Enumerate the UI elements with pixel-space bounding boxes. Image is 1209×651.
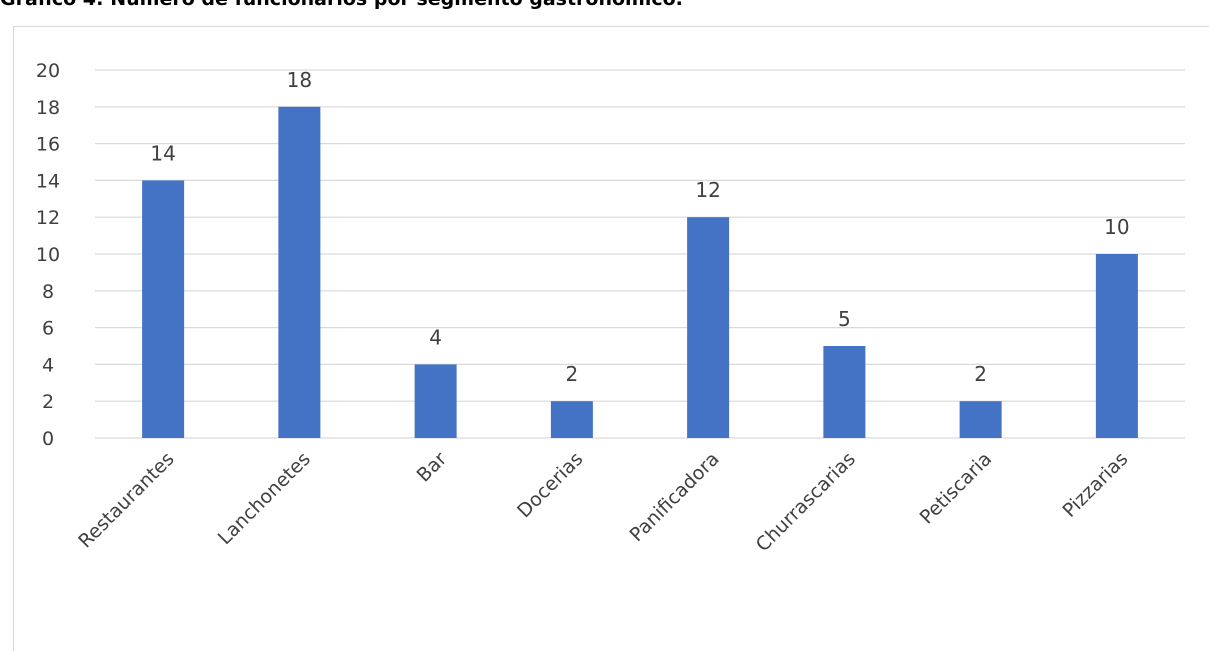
category-label: Pizzarias (1058, 448, 1132, 522)
bar-restaurantes (142, 180, 185, 438)
data-labels: 14 18 4 2 12 5 2 10 (150, 68, 1129, 386)
data-label: 14 (150, 141, 175, 165)
category-label: Panificadora (626, 448, 724, 546)
category-label: Lanchonetes (214, 448, 315, 549)
bar-lanchonetes (278, 106, 321, 439)
category-label: Restaurantes (74, 448, 178, 552)
y-tick-label: 12 (36, 207, 60, 229)
bar-pizzarias (1095, 254, 1138, 438)
y-tick-label: 4 (42, 354, 54, 376)
category-label: Petiscaria (916, 448, 997, 529)
bars (142, 106, 1138, 439)
data-label: 5 (838, 307, 851, 331)
y-tick-label: 8 (42, 281, 54, 303)
chart-frame (13, 26, 1209, 651)
gridlines (95, 69, 1185, 439)
y-tick-label: 2 (42, 391, 54, 413)
data-label: 12 (695, 178, 720, 202)
y-tick-label: 20 (36, 60, 60, 82)
bar-bar (414, 364, 457, 438)
data-label: 4 (429, 325, 442, 349)
data-label: 18 (287, 68, 312, 92)
y-axis-ticks: 0 2 4 6 8 10 12 14 16 18 20 (36, 60, 60, 450)
data-label: 10 (1104, 215, 1129, 239)
data-label: 2 (566, 362, 579, 386)
bar-petiscaria (959, 401, 1002, 438)
y-tick-label: 6 (42, 318, 54, 340)
y-tick-label: 18 (36, 97, 60, 119)
bar-docerias (550, 401, 593, 438)
y-tick-label: 10 (36, 244, 60, 266)
category-label: Churrascarias (752, 448, 860, 556)
x-axis-categories: Restaurantes Lanchonetes Bar Docerias Panifi… (74, 448, 1132, 556)
data-label: 2 (974, 362, 987, 386)
y-tick-label: 0 (42, 428, 54, 450)
chart-caption: Gráfico 4: Número de funcionários por se… (0, 0, 683, 10)
category-label: Docerias (513, 448, 587, 522)
category-label: Bar (413, 448, 452, 487)
bar-panificadora (687, 217, 730, 438)
y-tick-label: 14 (36, 170, 60, 192)
y-tick-label: 16 (36, 134, 60, 156)
bar-churrascarias (823, 346, 866, 438)
